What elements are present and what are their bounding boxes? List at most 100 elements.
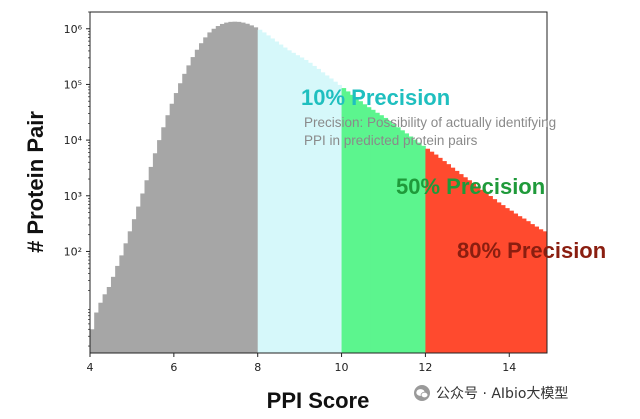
histogram-bar xyxy=(190,57,196,353)
histogram-bar xyxy=(119,255,124,353)
histogram-bar xyxy=(98,302,103,353)
y-axis-ticks: 10² 10³ 10⁴ 10⁵ 10⁶ xyxy=(64,11,90,347)
histogram-bar xyxy=(458,174,464,353)
histogram-bar xyxy=(182,73,187,353)
histogram-bar xyxy=(245,23,250,353)
histogram-bar xyxy=(446,164,451,353)
histogram-bar xyxy=(375,112,380,353)
x-tick-label: 4 xyxy=(87,361,94,374)
histogram-bar xyxy=(303,59,309,353)
annotation-80-precision: 80% Precision xyxy=(457,238,606,263)
histogram-bar xyxy=(383,117,389,353)
histogram-bar xyxy=(178,83,183,353)
histogram-bar xyxy=(106,286,112,353)
histogram-bar xyxy=(165,115,171,354)
histogram-bar xyxy=(542,231,548,353)
histogram-bar xyxy=(479,189,485,353)
x-tick-label: 14 xyxy=(502,361,516,374)
histogram-bar xyxy=(215,26,221,354)
histogram-bar xyxy=(278,44,284,353)
histogram-bar xyxy=(408,136,414,353)
x-tick-label: 6 xyxy=(170,361,177,374)
x-tick-label: 12 xyxy=(418,361,432,374)
histogram-bar xyxy=(366,107,372,353)
y-tick-label: 10³ xyxy=(64,190,82,203)
histogram-bar xyxy=(391,123,397,354)
histogram-bar xyxy=(337,84,342,354)
histogram-bar xyxy=(102,294,108,353)
histogram-bar xyxy=(127,231,133,353)
histogram-bar xyxy=(257,29,263,353)
histogram-bar xyxy=(320,72,326,353)
histogram-bar xyxy=(358,101,363,353)
histogram-bar xyxy=(261,32,267,353)
histogram-bar xyxy=(538,229,544,353)
histogram-bar xyxy=(396,127,401,353)
y-tick-label: 10⁴ xyxy=(64,134,83,147)
histogram-bar xyxy=(270,38,275,353)
x-axis-ticks: 4 6 8 10 12 14 xyxy=(87,353,516,374)
histogram-bar xyxy=(437,157,443,353)
histogram-bar xyxy=(484,193,489,353)
histogram-bar xyxy=(450,167,456,353)
histogram-bar xyxy=(454,170,460,353)
histogram-bar xyxy=(425,148,430,353)
histogram-bar xyxy=(333,81,338,353)
annotation-10-precision: 10% Precision xyxy=(301,85,450,110)
histogram-bar xyxy=(400,130,405,353)
histogram-bar xyxy=(219,23,225,353)
histogram-bar xyxy=(362,104,368,353)
histogram-bar xyxy=(387,121,393,353)
histogram-bar xyxy=(295,55,301,353)
histogram-bar xyxy=(157,140,162,353)
histogram-bar xyxy=(224,22,229,353)
histogram-bar xyxy=(517,216,523,353)
wechat-icon xyxy=(414,385,430,401)
y-tick-label: 10² xyxy=(64,245,82,258)
histogram-bar xyxy=(232,21,238,354)
histogram-bar xyxy=(433,154,439,353)
histogram-bar xyxy=(328,78,334,354)
histogram-bar xyxy=(349,94,355,353)
histogram-bar xyxy=(115,265,120,353)
histogram-bar xyxy=(169,103,175,354)
histogram-bar xyxy=(144,180,150,353)
histogram-bar xyxy=(370,109,376,353)
histogram-bar xyxy=(148,166,154,353)
histogram-bar xyxy=(345,91,351,353)
histogram-bar xyxy=(152,153,158,353)
histogram-bar xyxy=(203,37,208,353)
x-tick-label: 8 xyxy=(254,361,261,374)
histogram-bar xyxy=(316,68,321,353)
histogram-bar xyxy=(429,151,435,353)
histogram-bar xyxy=(291,52,296,354)
histogram-bars xyxy=(90,21,548,354)
x-tick-label: 10 xyxy=(335,361,349,374)
histogram-bar xyxy=(467,180,472,353)
watermark: 公众号 · AIbio大模型 xyxy=(414,385,568,402)
y-axis-label: # Protein Pair xyxy=(23,111,48,253)
histogram-bar xyxy=(131,219,137,353)
histogram-bar xyxy=(90,329,95,353)
histogram-bar xyxy=(526,221,531,353)
histogram-bar xyxy=(240,22,246,353)
histogram-bar xyxy=(253,27,259,353)
histogram-bar xyxy=(94,312,99,353)
x-axis-label: PPI Score xyxy=(267,388,370,413)
annotation-precision-note-line2: PPI in predicted protein pairs xyxy=(304,133,478,148)
histogram-bar xyxy=(266,35,271,354)
histogram-bar xyxy=(530,224,535,353)
histogram-bar xyxy=(404,133,410,353)
histogram-bar xyxy=(199,43,204,354)
histogram-bar xyxy=(500,205,506,353)
histogram-bar xyxy=(324,75,330,353)
histogram-bar xyxy=(173,93,179,353)
histogram-bar xyxy=(379,115,384,354)
histogram-bar xyxy=(412,139,418,353)
histogram-bar xyxy=(236,21,242,354)
histogram-bar xyxy=(194,49,200,353)
histogram-bar xyxy=(463,177,468,353)
histogram-bar xyxy=(274,41,280,354)
histogram-bar xyxy=(249,25,254,353)
